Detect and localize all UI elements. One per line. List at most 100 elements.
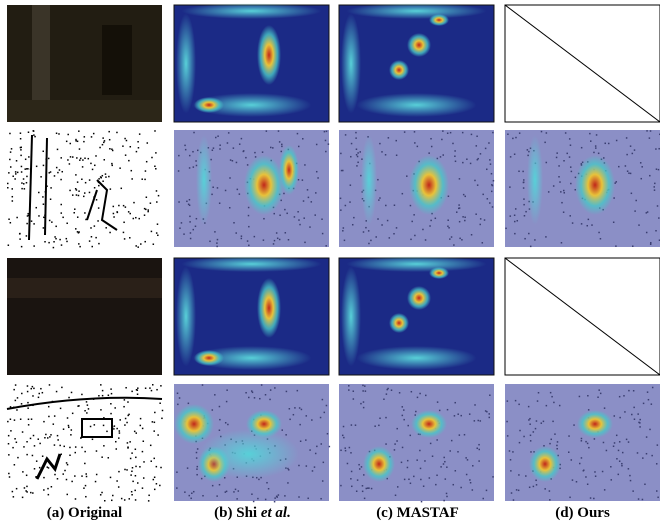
event-dot	[131, 178, 133, 180]
event-dot	[604, 407, 606, 409]
event-dot	[262, 151, 264, 153]
event-dot	[518, 404, 520, 406]
event-dot	[159, 485, 161, 487]
event-dot	[72, 156, 74, 158]
event-dot	[214, 231, 216, 233]
event-dot	[148, 495, 150, 497]
event-dot	[487, 198, 489, 200]
event-dot	[460, 415, 462, 417]
event-dot	[406, 175, 408, 177]
event-dot	[116, 480, 118, 482]
event-dot	[87, 404, 89, 406]
event-dot	[312, 470, 314, 472]
event-dot	[60, 204, 62, 206]
event-dot	[137, 141, 139, 143]
event-dot	[613, 197, 615, 199]
event-dot	[658, 217, 660, 219]
event-dot	[377, 179, 379, 181]
event-dot	[587, 443, 589, 445]
event-dot	[595, 145, 597, 147]
event-dot	[219, 484, 221, 486]
event-dot	[102, 395, 104, 397]
event-dot	[112, 150, 114, 152]
event-dot	[68, 425, 70, 427]
event-dot	[24, 487, 26, 489]
event-dot	[17, 397, 19, 399]
event-dot	[560, 191, 562, 193]
event-dot	[492, 132, 494, 134]
event-dot	[92, 169, 94, 171]
event-dot	[26, 235, 28, 237]
heat-blob	[357, 346, 477, 370]
event-dot	[402, 193, 404, 195]
event-dot	[273, 213, 275, 215]
event-dot	[579, 463, 581, 465]
event-dot	[518, 474, 520, 476]
event-dot	[570, 166, 572, 168]
event-dot	[598, 153, 600, 155]
event-dot	[100, 176, 102, 178]
event-dot	[109, 148, 111, 150]
event-dot	[156, 232, 158, 234]
event-dot	[646, 453, 648, 455]
caption: (c) MASTAF	[335, 505, 500, 522]
event-dot	[541, 422, 543, 424]
event-dot	[462, 132, 464, 134]
heat-blob	[182, 3, 322, 19]
event-dot	[235, 489, 237, 491]
heat-blob	[389, 60, 409, 80]
event-dot	[130, 474, 132, 476]
event-dot	[78, 190, 80, 192]
event-dot	[154, 166, 156, 168]
heat-blob	[357, 93, 477, 117]
event-dot	[33, 388, 35, 390]
event-dot	[637, 413, 639, 415]
event-dot	[528, 233, 530, 235]
event-dot	[281, 429, 283, 431]
event-dot	[600, 393, 602, 395]
event-dot	[530, 440, 532, 442]
event-dot	[265, 394, 267, 396]
event-dot	[84, 463, 86, 465]
event-dot	[157, 434, 159, 436]
event-dot	[40, 176, 42, 178]
event-dot	[654, 183, 656, 185]
event-dot	[353, 390, 355, 392]
event-dot	[510, 156, 512, 158]
event-dot	[85, 473, 87, 475]
event-dot	[241, 238, 243, 240]
event-dot	[311, 201, 313, 203]
event-dot	[71, 429, 73, 431]
event-dot	[95, 155, 97, 157]
event-dot	[9, 133, 11, 135]
event-dot	[448, 196, 450, 198]
event-dot	[386, 389, 388, 391]
event-dot	[88, 408, 90, 410]
event-dot	[327, 433, 329, 435]
event-dot	[25, 490, 27, 492]
event-dot	[477, 159, 479, 161]
event-dot	[61, 387, 63, 389]
event-dot	[20, 149, 22, 151]
event-dot	[311, 419, 313, 421]
event-dot	[179, 397, 181, 399]
event-dot	[56, 391, 58, 393]
event-dot	[38, 215, 40, 217]
event-dot	[125, 206, 127, 208]
event-dot	[102, 390, 104, 392]
heat-blob	[389, 313, 409, 333]
event-dot	[139, 133, 141, 135]
event-dot	[294, 407, 296, 409]
event-dot	[56, 167, 58, 169]
event-dot	[630, 145, 632, 147]
event-dot	[94, 424, 96, 426]
event-dot	[370, 240, 372, 242]
event-dot	[530, 451, 532, 453]
event-dot	[534, 239, 536, 241]
event-dot	[356, 165, 358, 167]
event-dot	[193, 166, 195, 168]
event-dot	[646, 232, 648, 234]
event-dot	[123, 232, 125, 234]
event-dot	[309, 449, 311, 451]
event-dot	[150, 460, 152, 462]
